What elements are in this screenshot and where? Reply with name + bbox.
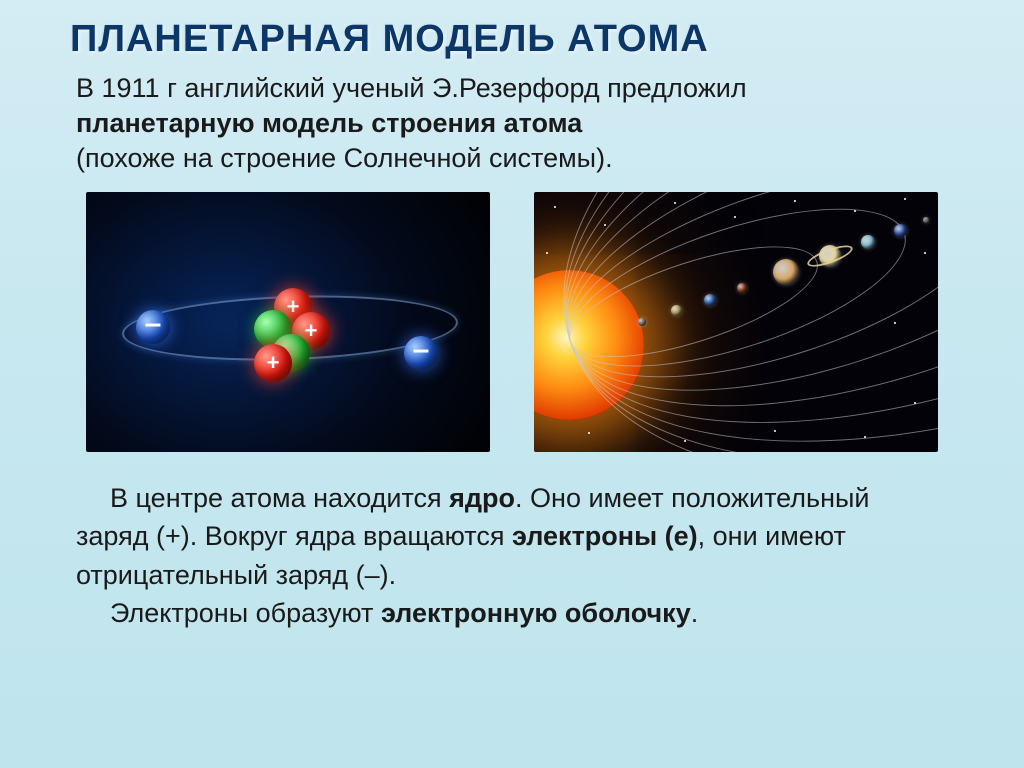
star [546,252,548,254]
subtitle-line3: (похоже на строение Солнечной системы). [76,143,613,173]
slide-title: ПЛАНЕТАРНАЯ МОДЕЛЬ АТОМА [70,18,984,61]
p1-bold: ядро [449,483,515,513]
p2-bold: электроны (е) [512,521,698,551]
p2-b: , они имеют [698,521,846,551]
body-p2: заряд (+). Вокруг ядра вращаются электро… [76,518,964,554]
planet [671,305,682,316]
electron: – [404,336,438,370]
p1-b: . Оно имеет положительный [515,483,869,513]
subtitle-line1: В 1911 г английский ученый Э.Резерфорд п… [76,73,747,103]
subtitle-bold: планетарную модель строения атома [76,108,582,138]
p1-a: В центре атома находится [110,483,449,513]
star [554,206,556,208]
body-text: В центре атома находится ядро. Оно имеет… [76,480,964,631]
planet [894,224,907,237]
p3: отрицательный заряд (–). [76,560,396,590]
image-row: +++–– [40,192,984,452]
subtitle-block: В 1911 г английский ученый Э.Резерфорд п… [76,71,984,176]
body-p3: отрицательный заряд (–). [76,557,964,593]
p4-bold: электронную оболочку [381,598,691,628]
p4-a: Электроны образуют [110,598,381,628]
proton: + [254,344,292,382]
p2-a: заряд (+). Вокруг ядра вращаются [76,521,512,551]
slide: ПЛАНЕТАРНАЯ МОДЕЛЬ АТОМА В 1911 г англий… [0,0,1024,768]
p4-b: . [691,598,699,628]
star [588,432,590,434]
solar-system-image [534,192,938,452]
atom-model-image: +++–– [86,192,490,452]
body-p4: Электроны образуют электронную оболочку. [76,595,964,631]
body-p1: В центре атома находится ядро. Оно имеет… [76,480,964,516]
